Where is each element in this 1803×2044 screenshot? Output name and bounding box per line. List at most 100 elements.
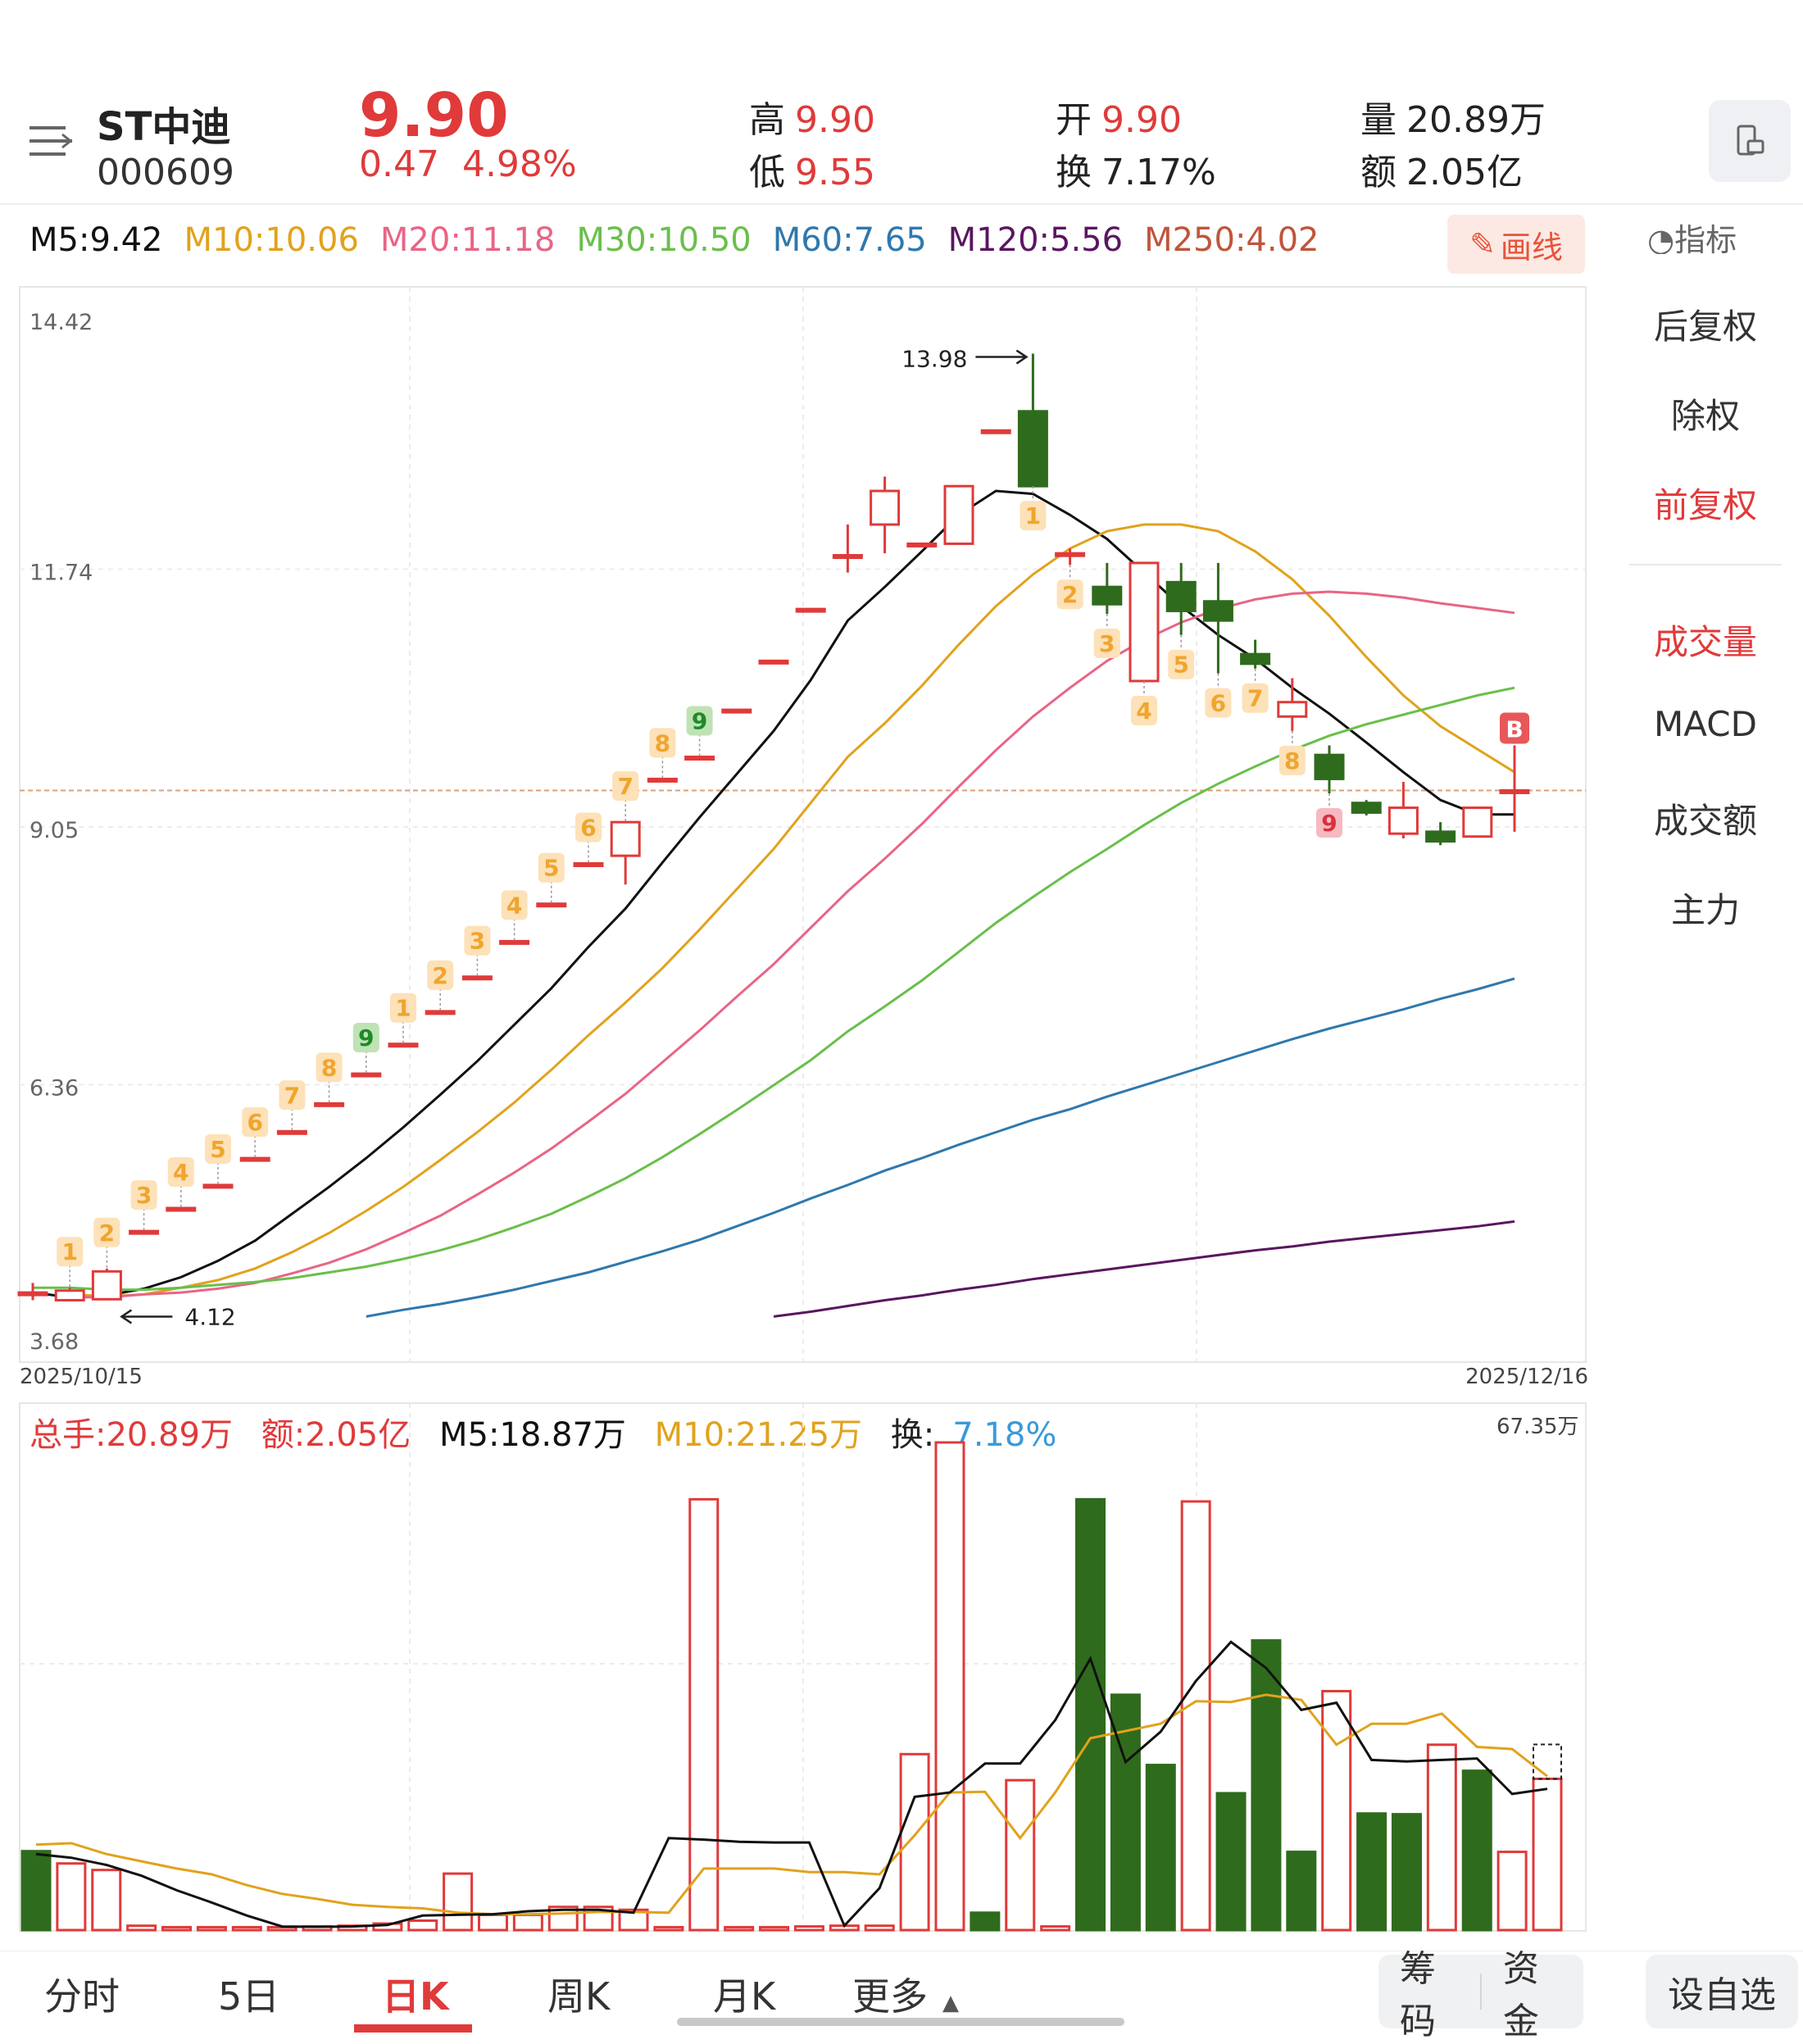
kline-chart[interactable]: 14.42 11.74 9.05 6.36 3.68 2025/10/15 2025/12/… [0,279,1598,1401]
td-count: 7 [284,1082,300,1109]
volume-bar [1180,1500,1211,1932]
td-badge [1093,628,1120,658]
draw-line-button[interactable]: ✎ 画线 [1447,215,1585,274]
tab-more[interactable]: 更多 ▲ [852,1974,959,2019]
menu-icon[interactable] [30,123,74,159]
td-count: 1 [1025,502,1041,529]
sidebar-divider [1629,564,1782,566]
volume-bar [793,1925,824,1932]
candle-body [1165,580,1197,612]
volume-total: 总手:20.89万 [30,1416,233,1454]
td-badge [1168,649,1195,679]
x-start-label: 2025/10/15 [20,1365,143,1389]
buy-signal-badge [1500,712,1529,744]
sidebar-item-back-adjust[interactable]: 后复权 [1653,307,1757,347]
chips-button[interactable]: 筹码 [1400,1948,1436,2042]
amount-field: 额 2.05亿 [1360,152,1523,193]
candle-body [351,1072,382,1078]
add-watchlist-button[interactable]: 设自选 [1646,1955,1798,2028]
td-count: 6 [580,815,596,842]
candle-body [314,1101,345,1107]
volume-bar [372,1922,403,1932]
td-count: 8 [655,729,670,756]
chip-fund-group: 筹码 资金 [1378,1948,1583,2042]
phone-rotate-icon [1737,125,1764,156]
ma-legend-item: M20:11.18 [379,221,556,259]
volume-bar [1145,1764,1176,1932]
tab-monthly-k[interactable]: 月K [713,1974,776,2019]
td-badge [1131,695,1157,725]
td-badge [57,1237,84,1267]
ma-legend-item: M5:9.42 [30,221,163,259]
candle-body [870,489,901,526]
volume-amount: 额:2.05亿 [261,1416,411,1454]
volume-bar [934,1441,965,1932]
candle-body [1499,788,1530,794]
candle-body [17,1291,48,1297]
volume-bar [231,1925,262,1932]
tab-daily-k[interactable]: 日K [382,1974,449,2019]
sidebar-item-macd[interactable]: MACD [1654,704,1757,744]
volume-bar [512,1913,543,1932]
y-tick-label: 3.68 [30,1329,79,1355]
tab-intraday[interactable]: 分时 [44,1974,120,2019]
volume-bar [1321,1689,1352,1932]
volume-bar [1426,1743,1457,1932]
candle-body [129,1229,160,1235]
tab-scrollbar[interactable] [677,2018,1124,2026]
sidebar-item-amount[interactable]: 成交额 [1653,801,1757,841]
td-count: 5 [210,1136,225,1163]
volume-bar [1391,1813,1422,1932]
high-value: 9.90 [795,99,875,141]
candle-body [239,1156,270,1162]
td-count: 2 [1062,581,1078,608]
td-badge [316,1052,343,1083]
candle-body [758,659,789,665]
volume-m5: M5:18.87万 [438,1416,626,1454]
volume-bar [688,1497,720,1932]
landscape-button[interactable] [1709,100,1791,182]
ma-legend-item: M250:4.02 [1144,221,1319,259]
tab-5day[interactable]: 5日 [218,1974,280,2019]
volume-bar [161,1925,193,1932]
candle-body [499,939,530,945]
funds-button[interactable]: 资金 [1502,1948,1539,2042]
td-badge [167,1157,194,1188]
volume-bar [864,1924,895,1932]
current-price: 9.90 [359,80,509,151]
ma-line-m30 [33,686,1515,1292]
td-count: 4 [506,892,522,919]
sidebar-item-forward-adjust[interactable]: 前复权 [1653,485,1757,525]
td-badge [1278,745,1306,775]
volume-bar [91,1869,122,1932]
volume-bar [1461,1769,1492,1932]
caret-up-icon: ▲ [942,1991,959,2015]
candle-body [1277,701,1308,718]
x-end-label: 2025/12/16 [1465,1365,1588,1389]
td-badge [538,852,565,883]
price-change: 0.47 4.98% [359,143,577,185]
ma-legend-item: M120:5.56 [947,221,1124,259]
volume-bar [1286,1851,1317,1932]
volume-chart[interactable] [0,1393,1598,1951]
sidebar-item-volume[interactable]: 成交量 [1653,622,1757,662]
min-price-label: 4.12 [184,1303,235,1330]
candle-body [536,902,567,908]
td-count: 7 [617,773,633,800]
turnover-field: 换 7.17% [1056,152,1216,193]
td-badge [612,771,639,802]
ma-legend-item: M60:7.65 [772,221,927,259]
ma-legend: M5:9.42 M10:10.06 M20:11.18 M30:10.50 M60:7.… [30,221,1340,259]
candle-body [1425,830,1456,843]
sidebar-item-main-force[interactable]: 主力 [1670,890,1740,930]
candle-body [832,554,863,560]
indicator-button[interactable]: ◔指标 [1647,222,1737,258]
tab-weekly-k[interactable]: 周K [547,1974,611,2019]
volume-ma5-line [35,1640,1548,1928]
td-badge [501,890,528,920]
ma-line-m10 [70,523,1515,1298]
sidebar-item-ex-rights[interactable]: 除权 [1670,396,1740,436]
td-count: 4 [173,1159,188,1186]
candle-body [795,607,826,613]
low-value: 9.55 [795,152,875,193]
